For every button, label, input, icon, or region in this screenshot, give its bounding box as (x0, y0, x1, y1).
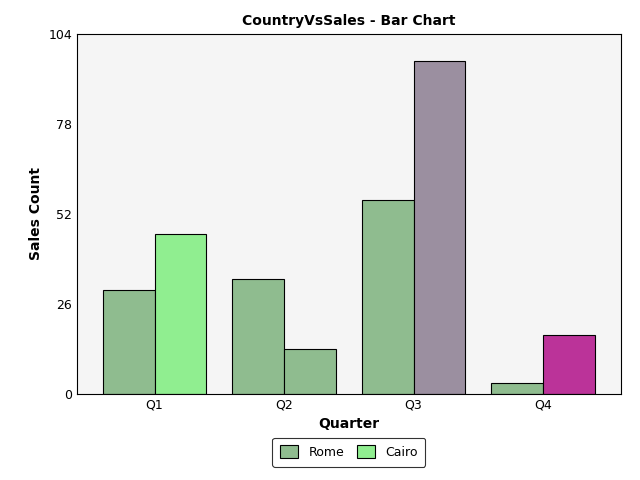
Bar (232, 279, 284, 394)
Bar (284, 348, 336, 394)
Bar (543, 335, 595, 394)
Bar (102, 290, 154, 394)
Bar (413, 61, 465, 394)
Bar (362, 200, 413, 394)
Title: CountryVsSales - Bar Chart: CountryVsSales - Bar Chart (242, 14, 456, 28)
Bar (154, 234, 206, 394)
Legend: Rome, Cairo: Rome, Cairo (272, 438, 426, 467)
X-axis label: Quarter: Quarter (318, 417, 380, 431)
Bar (492, 383, 543, 394)
Y-axis label: Sales Count: Sales Count (29, 167, 43, 260)
